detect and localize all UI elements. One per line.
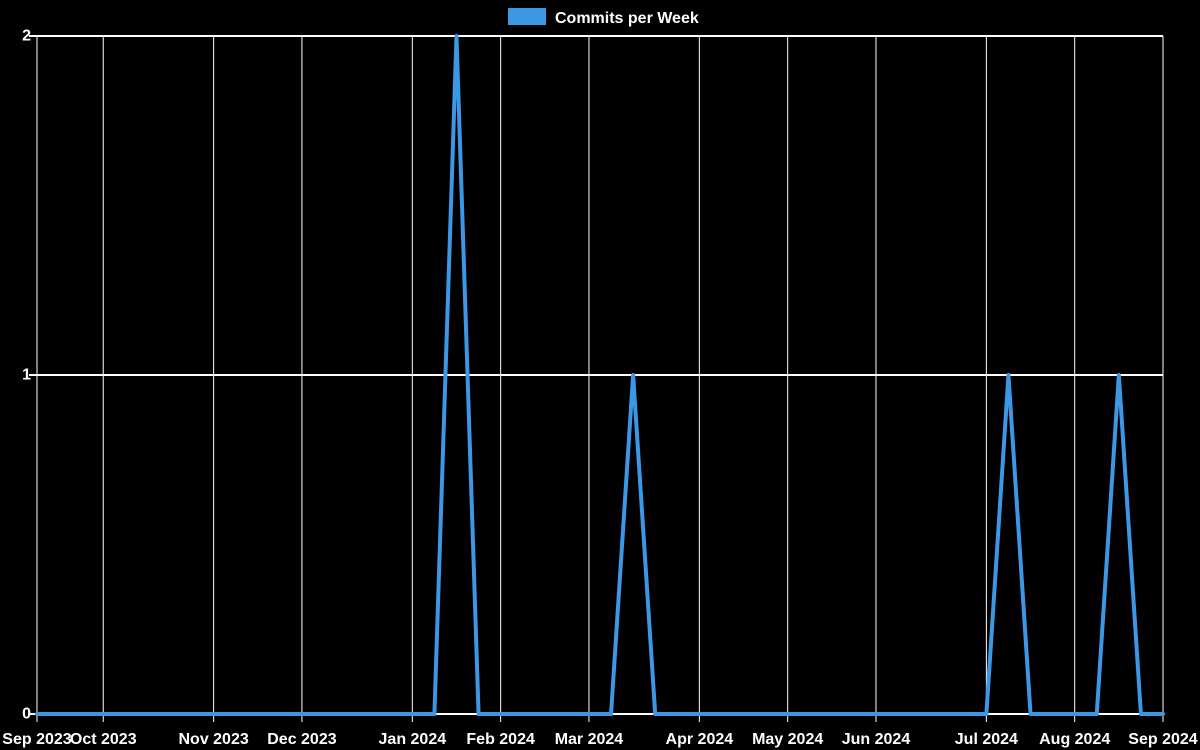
x-tick-label: Aug 2024 <box>1039 731 1110 748</box>
y-tick-label: 2 <box>22 28 31 45</box>
chart-legend[interactable]: Commits per Week <box>508 8 699 27</box>
legend-swatch[interactable] <box>508 8 546 25</box>
y-tick-label: 1 <box>22 367 31 384</box>
x-tick-label: Jul 2024 <box>955 731 1018 748</box>
x-tick-label: Sep 2024 <box>1128 731 1197 748</box>
x-tick-label: Mar 2024 <box>555 731 624 748</box>
x-tick-label: May 2024 <box>752 731 823 748</box>
x-tick-label: Apr 2024 <box>666 731 734 748</box>
y-tick-label: 0 <box>22 706 31 723</box>
x-tick-label: Sep 2023 <box>2 731 71 748</box>
x-tick-label: Nov 2023 <box>178 731 248 748</box>
commits-line-series <box>35 34 1165 716</box>
x-tick-label: Dec 2023 <box>267 731 336 748</box>
legend-label[interactable]: Commits per Week <box>555 10 699 27</box>
x-tick-label: Jun 2024 <box>842 731 911 748</box>
x-tick-label: Feb 2024 <box>466 731 535 748</box>
x-tick-label: Jan 2024 <box>379 731 447 748</box>
series-layer <box>35 34 1165 716</box>
x-tick-label: Oct 2023 <box>70 731 137 748</box>
